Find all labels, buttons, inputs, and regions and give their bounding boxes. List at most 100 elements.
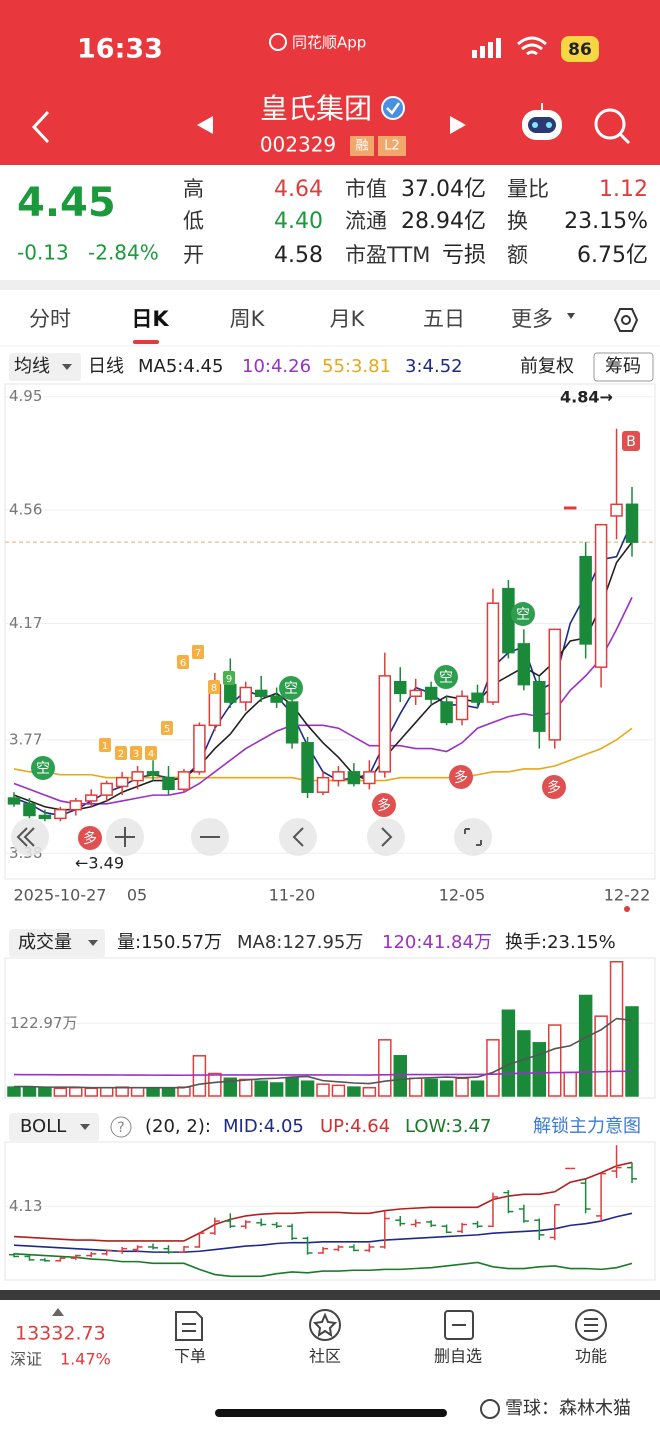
candle-body — [548, 628, 561, 741]
chart-control[interactable] — [279, 818, 317, 856]
chart-control[interactable] — [454, 818, 492, 856]
nav-item[interactable]: 功能 — [575, 1347, 607, 1366]
volume-bar — [208, 1072, 222, 1097]
volume-bar — [161, 1086, 176, 1097]
y-tick-label: 122.97万 — [10, 1014, 78, 1032]
chart-control-icon — [464, 828, 482, 846]
settings-icon[interactable] — [613, 308, 639, 332]
ma-legend: 3:4.52 — [405, 356, 463, 377]
y-tick-label: 4.56 — [9, 501, 42, 519]
signal-badge — [542, 775, 566, 799]
nav-icons — [175, 1309, 607, 1341]
volume-bar — [316, 1083, 330, 1097]
stat-value: 28.94亿 — [401, 209, 486, 234]
candle-body — [486, 602, 500, 703]
tab[interactable]: 分时 — [29, 307, 71, 331]
search-icon[interactable] — [594, 108, 631, 145]
ma-legend: 10:4.26 — [242, 356, 311, 377]
candle-body — [610, 503, 623, 517]
signal-badge — [99, 738, 111, 752]
candle-body — [363, 771, 376, 785]
assistant-icon[interactable] — [522, 103, 562, 140]
boll-params: (20, 2): — [145, 1116, 211, 1137]
volume-menu[interactable]: 成交量 — [18, 932, 72, 953]
today-dot — [624, 906, 630, 912]
app-icon — [269, 33, 287, 51]
candle-body — [347, 771, 361, 785]
boll-menu[interactable]: BOLL — [20, 1116, 66, 1137]
candle-body — [23, 803, 36, 817]
volume-bar — [254, 1080, 268, 1097]
x-tick-label: 05 — [127, 886, 147, 905]
volume-menu-box[interactable] — [9, 929, 105, 957]
boll-menu-box[interactable] — [9, 1113, 99, 1141]
tab[interactable]: 五日 — [423, 307, 465, 331]
volume-bar — [378, 1039, 392, 1097]
volume-bar — [424, 1078, 438, 1097]
tab[interactable]: 更多 — [511, 307, 553, 331]
help-icon-circle[interactable] — [110, 1116, 132, 1138]
volume-bar — [239, 1078, 253, 1097]
signal-label: 7 — [195, 648, 201, 659]
nav-item[interactable]: 下单 — [174, 1347, 206, 1366]
prev-stock[interactable] — [197, 116, 213, 134]
nav-item[interactable]: 删自选 — [434, 1347, 482, 1366]
tab[interactable]: 月K — [330, 307, 366, 331]
more-arrow — [567, 313, 575, 319]
back-button[interactable] — [31, 110, 50, 144]
tag: 融 — [355, 139, 368, 154]
volume-bar — [501, 1009, 516, 1097]
volume-bar — [84, 1087, 98, 1097]
stat-value: 4.40 — [274, 209, 323, 234]
ma-menu[interactable]: 均线 — [14, 356, 50, 377]
ma-menu-box[interactable] — [9, 353, 81, 381]
next-stock[interactable] — [450, 116, 466, 134]
chips-button[interactable] — [593, 352, 654, 382]
signal-label: 多 — [83, 830, 97, 847]
volume-bar — [609, 961, 624, 1097]
x-tick-label: 12-05 — [439, 886, 486, 905]
signal-badge — [78, 826, 102, 850]
stat-value: 37.04亿 — [401, 177, 486, 202]
menu-arrow — [62, 364, 72, 370]
volume-bar — [486, 1039, 500, 1097]
battery-level: 86 — [568, 40, 592, 60]
candle-body — [69, 800, 83, 811]
nav-item[interactable]: 社区 — [309, 1347, 341, 1366]
volume-bar — [393, 1055, 407, 1097]
volume-ma-line — [14, 1017, 633, 1089]
chart-control-icon — [292, 827, 304, 847]
signal-badge — [279, 676, 303, 700]
home-indicator — [215, 1409, 447, 1417]
candle-body — [301, 742, 314, 793]
volume-bar — [99, 1086, 114, 1097]
stat-value: 4.64 — [274, 177, 323, 202]
tab[interactable]: 日K — [131, 307, 169, 331]
signal-label: 多 — [547, 779, 561, 796]
candle-body — [594, 523, 608, 668]
y-tick-label: 4.13 — [9, 1197, 42, 1215]
tab[interactable]: 周K — [230, 307, 266, 331]
clock: 16:33 — [77, 34, 163, 65]
signal-label: 6 — [180, 658, 186, 669]
tag: L2 — [384, 139, 400, 154]
chips-label[interactable]: 筹码 — [605, 356, 641, 377]
stat-value: 4.58 — [274, 243, 323, 268]
volume-bar — [625, 1006, 639, 1097]
volume-bar — [285, 1077, 299, 1097]
candle-body — [7, 797, 21, 805]
candle-body — [38, 814, 52, 820]
high-note: 4.84→ — [560, 388, 613, 407]
adjust-mode[interactable]: 前复权 — [520, 356, 574, 377]
price-change: -0.13 — [17, 241, 69, 265]
unlock-link[interactable]: 解锁主力意图 — [533, 1116, 641, 1137]
chart-control[interactable] — [11, 818, 49, 856]
help-icon[interactable]: ? — [117, 1120, 124, 1136]
chart-control[interactable] — [367, 818, 405, 856]
candle-body — [471, 692, 484, 703]
candle-body — [224, 683, 237, 703]
nav-separator — [0, 1290, 660, 1300]
signal-label: 8 — [211, 683, 217, 694]
boll-band — [13, 1161, 633, 1242]
